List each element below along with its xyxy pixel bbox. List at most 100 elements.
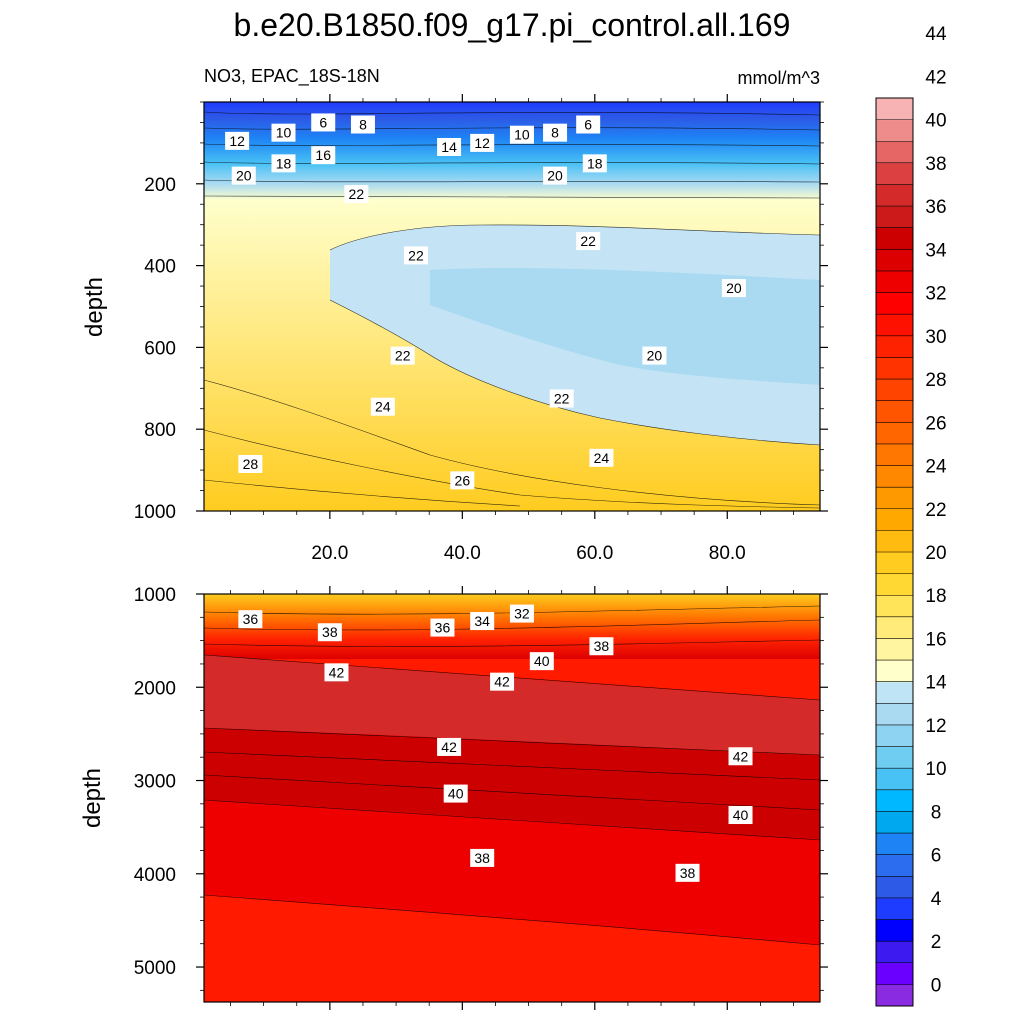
colorbar-swatch [876,811,913,834]
contour-label-box [450,471,475,490]
contour-label-text: 38 [594,638,610,654]
contour-label-box [470,133,495,152]
colorbar-swatch [876,530,913,553]
contour-label-box [271,154,296,173]
colorbar-label: 0 [931,975,942,996]
contour-label-text: 40 [534,653,550,669]
contour-label: 6 [311,113,336,132]
contour-label-layer: 12 10 6 8 18 16 14 12 10 8 6 20 20 18 22 22 22 20 22 20 24 22… [225,113,753,882]
bottom-panel-upper-gradient [204,594,820,659]
contour-label: 42 [490,672,515,691]
bottom-panel [203,593,821,1003]
contour-label-box [403,246,428,265]
colorbar-swatch [876,746,913,769]
contour-label-box [509,125,534,144]
contour-label-text: 6 [319,114,327,130]
contour-label: 8 [543,123,568,142]
colorbar-swatch [876,141,913,164]
contour-label: 6 [576,115,601,134]
colorbar-swatch [876,206,913,229]
colorbar-swatch [876,616,913,639]
colorbar-swatch [876,162,913,185]
units-label: mmol/m^3 [738,68,820,88]
contour-label-text: 42 [329,664,345,680]
contour-label-text: 12 [474,135,490,151]
contour-label-text: 28 [243,456,259,472]
contour-label: 40 [529,652,554,671]
x-tick-label: 60.0 [576,543,613,564]
contour-label-text: 16 [315,147,331,163]
contour-label: 20 [543,166,568,185]
contour-label-text: 32 [514,606,530,622]
contour-label-box [311,146,336,165]
bottom-panel-band-42 [204,655,820,755]
contour-label-box [231,166,256,185]
contour-label: 42 [437,737,462,756]
contour-label-box [728,747,753,766]
colorbar-label: 2 [931,932,942,953]
contour-label-text: 34 [474,613,490,629]
contour-label-text: 12 [229,133,245,149]
contour-label-box [443,784,468,803]
contour-label: 20 [642,346,667,365]
contour-label-box [271,123,296,142]
contour-label: 42 [324,663,349,682]
x-tick-label: 20.0 [311,543,348,564]
contour-label-text: 22 [554,391,570,407]
contour-label-box [317,623,342,642]
contour-label: 36 [238,610,263,629]
contour-label-box [470,612,495,631]
contour-label-text: 18 [587,155,603,171]
contour-label: 22 [390,346,415,365]
top-panel [203,101,821,512]
contour-label-box [437,137,462,156]
contour-label-text: 18 [276,155,292,171]
contour-label-text: 40 [733,807,749,823]
contour-label-box [582,154,607,173]
contour-label: 28 [238,454,263,473]
contour-label-box [576,115,601,134]
contour-label-text: 20 [726,280,742,296]
contour-label: 22 [403,246,428,265]
colorbar-swatch [876,789,913,812]
y-tick-label: 3000 [134,772,176,793]
contour-label-text: 38 [322,624,338,640]
contour-label-box [390,346,415,365]
contour-label: 24 [589,448,614,467]
y-tick-label: 2000 [134,678,176,699]
top-ylabel: depth [81,277,108,337]
colorbar-label: 26 [925,413,946,434]
colorbar-swatch [876,854,913,877]
contour-label-text: 38 [680,865,696,881]
contour-label: 38 [470,848,495,867]
y-tick-label: 200 [144,175,176,196]
contour-label-text: 24 [375,399,391,415]
colorbar-swatch [876,984,913,1007]
contour-label-box [370,397,395,416]
colorbar-swatch [876,292,913,315]
contour-label-text: 6 [584,116,592,132]
contour-label-box [350,115,375,134]
contour-label-text: 8 [551,125,559,141]
colorbar-swatch [876,941,913,964]
colorbar-frame [875,97,914,1007]
colorbar-label: 38 [925,154,946,175]
colorbar-label: 34 [925,240,947,261]
colorbar-label: 10 [925,759,946,780]
contour-label-text: 14 [441,139,457,155]
colorbar-swatch [876,335,913,358]
contour-label-box [437,737,462,756]
contour-label: 38 [675,863,700,882]
contour-label-box [721,279,746,298]
colorbar-label: 14 [925,673,947,694]
contour-label-box [549,389,574,408]
contour-label-text: 24 [594,450,610,466]
colorbar-swatch [876,465,913,488]
contour-label-box [324,663,349,682]
contour-label: 18 [582,154,607,173]
colorbar-label: 42 [925,67,946,88]
colorbar-swatch [876,422,913,445]
colorbar-swatch [876,487,913,510]
colorbar-label: 36 [925,197,946,218]
